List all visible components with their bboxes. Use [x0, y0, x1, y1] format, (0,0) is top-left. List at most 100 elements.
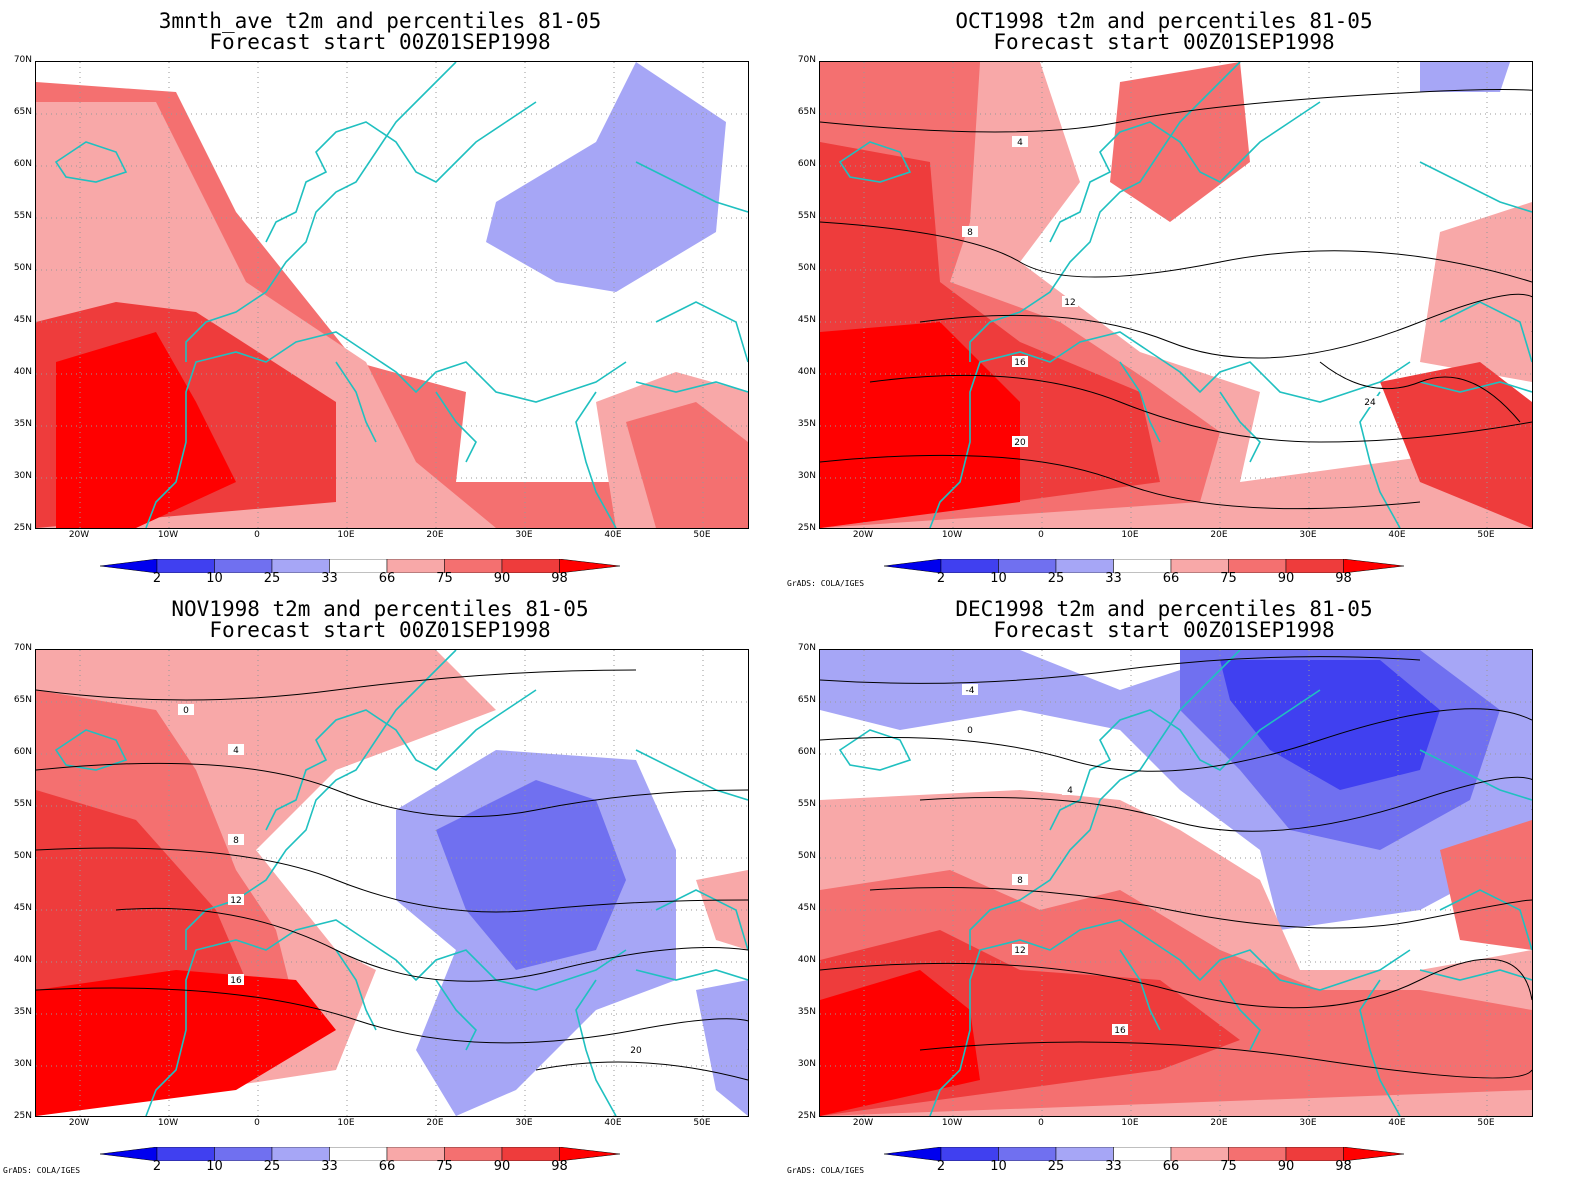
percentile-shading	[1220, 660, 1440, 790]
map-svg: 4 8 12 16 20 24	[820, 62, 1532, 528]
lon-tick-label: 40E	[1388, 1118, 1406, 1128]
colorbar-label: 66	[378, 571, 396, 586]
colorbar-segment	[559, 1146, 621, 1162]
colorbar-label: 98	[551, 1159, 568, 1174]
lon-tick-label: 50E	[693, 1118, 711, 1128]
lat-tick-label: 25N	[13, 1111, 32, 1121]
contour-label: 20	[630, 1046, 642, 1056]
panel-title: DEC1998 t2m and percentiles 81-05	[955, 597, 1373, 621]
lat-tick-label: 65N	[797, 107, 816, 117]
percentile-shading	[36, 970, 336, 1116]
lat-tick-label: 60N	[13, 159, 32, 169]
contour-label: 8	[233, 836, 239, 846]
percentile-shading	[626, 402, 748, 528]
lat-tick-label: 65N	[13, 107, 32, 117]
colorbar-label: 66	[378, 1159, 396, 1174]
contour-label: 8	[1017, 876, 1023, 886]
contour-label: 12	[1014, 946, 1025, 956]
percentile-shading	[1440, 820, 1532, 950]
lon-tick-label: 10W	[941, 530, 963, 540]
colorbar-segment	[1343, 558, 1405, 574]
lon-tick-label: 10W	[157, 530, 179, 540]
contour-label: 4	[1017, 138, 1023, 148]
colorbar-svg	[99, 1146, 621, 1162]
colorbar-segment	[1343, 1146, 1405, 1162]
grads-credit: GrADS: COLA/IGES	[787, 1166, 865, 1175]
contour-label: 16	[230, 976, 242, 986]
colorbar: 2 10 25 33 66 75 90 98	[99, 558, 621, 586]
lat-tick-label: 55N	[797, 211, 816, 221]
map-svg: 0 4 8 12 16 20	[36, 650, 748, 1116]
coastlines	[838, 650, 1532, 1116]
lon-tick-label: 40E	[1388, 530, 1406, 540]
graticule	[36, 62, 748, 528]
colorbar-label: 2	[152, 571, 162, 586]
lat-tick-label: 45N	[13, 315, 32, 325]
lon-tick-label: 10E	[337, 1118, 355, 1128]
lon-tick-label: 10W	[157, 1118, 179, 1128]
map-area: -4 0 4 8 12 16	[819, 649, 1533, 1117]
colorbar-label: 75	[436, 1159, 453, 1174]
percentile-shading	[820, 970, 980, 1116]
colorbar-label: 10	[990, 571, 1007, 586]
lat-tick-label: 30N	[797, 1059, 816, 1069]
lat-tick-label: 45N	[13, 903, 32, 913]
colorbar-label: 33	[321, 1159, 338, 1174]
lon-tick-label: 20W	[68, 1118, 90, 1128]
lon-tick-label: 20E	[1210, 530, 1228, 540]
lat-tick-label: 70N	[797, 55, 816, 65]
lat-tick-label: 55N	[797, 799, 816, 809]
lat-tick-label: 50N	[797, 263, 816, 273]
colorbar-label: 2	[936, 571, 946, 586]
lon-tick-label: 10E	[337, 530, 355, 540]
grads-credit: GrADS: COLA/IGES	[787, 579, 865, 588]
lat-tick-label: 40N	[13, 955, 32, 965]
lon-tick-label: 20E	[1210, 1118, 1228, 1128]
lon-tick-label: 20E	[426, 530, 444, 540]
lat-tick-label: 70N	[797, 643, 816, 653]
colorbar-svg	[883, 1146, 1405, 1162]
colorbar-label: 10	[206, 1159, 223, 1174]
lat-tick-label: 70N	[13, 55, 32, 65]
colorbar-label: 90	[493, 571, 511, 586]
lon-tick-label: 30E	[1299, 1118, 1317, 1128]
contour-label: 24	[1364, 398, 1376, 408]
lat-tick-label: 40N	[13, 367, 32, 377]
map-area: 0 4 8 12 16 20	[35, 649, 749, 1117]
colorbar-label: 75	[436, 571, 453, 586]
lon-tick-label: 30E	[515, 1118, 533, 1128]
graticule	[36, 650, 748, 1116]
colorbar-label: 75	[1220, 1159, 1237, 1174]
percentile-shading	[56, 332, 236, 528]
lon-tick-label: 30E	[515, 530, 533, 540]
panel-subtitle: Forecast start 00Z01SEP1998	[209, 30, 551, 54]
colorbar-label: 98	[551, 571, 568, 586]
panel-subtitle: Forecast start 00Z01SEP1998	[993, 30, 1335, 54]
lat-tick-label: 70N	[13, 643, 32, 653]
panel-title: 3mnth_ave t2m and percentiles 81-05	[158, 9, 602, 33]
contour-label: -4	[966, 686, 975, 696]
lon-tick-label: 0	[1038, 1118, 1044, 1128]
map-panel: DEC1998 t2m and percentiles 81-05 Foreca…	[784, 588, 1544, 1178]
map-panel: 3mnth_ave t2m and percentiles 81-05 Fore…	[0, 0, 760, 590]
lat-tick-label: 55N	[13, 211, 32, 221]
colorbar-label: 90	[1277, 1159, 1295, 1174]
colorbar-label: 66	[1162, 571, 1180, 586]
contours	[36, 669, 748, 1081]
lat-tick-label: 30N	[13, 1059, 32, 1069]
contour-label: 20	[1014, 438, 1026, 448]
colorbar-label: 90	[1277, 571, 1295, 586]
percentile-shading	[696, 980, 748, 1116]
lon-tick-label: 10E	[1121, 1118, 1139, 1128]
lat-tick-label: 45N	[797, 315, 816, 325]
lat-tick-label: 65N	[13, 695, 32, 705]
panel-title: NOV1998 t2m and percentiles 81-05	[171, 597, 589, 621]
lon-tick-label: 20E	[426, 1118, 444, 1128]
colorbar-label: 66	[1162, 1159, 1180, 1174]
map-svg	[36, 62, 748, 528]
lon-tick-label: 50E	[1477, 1118, 1495, 1128]
colorbar-label: 75	[1220, 571, 1237, 586]
contour-label: 16	[1014, 358, 1026, 368]
lat-tick-label: 35N	[13, 1007, 32, 1017]
contours	[820, 656, 1532, 1079]
